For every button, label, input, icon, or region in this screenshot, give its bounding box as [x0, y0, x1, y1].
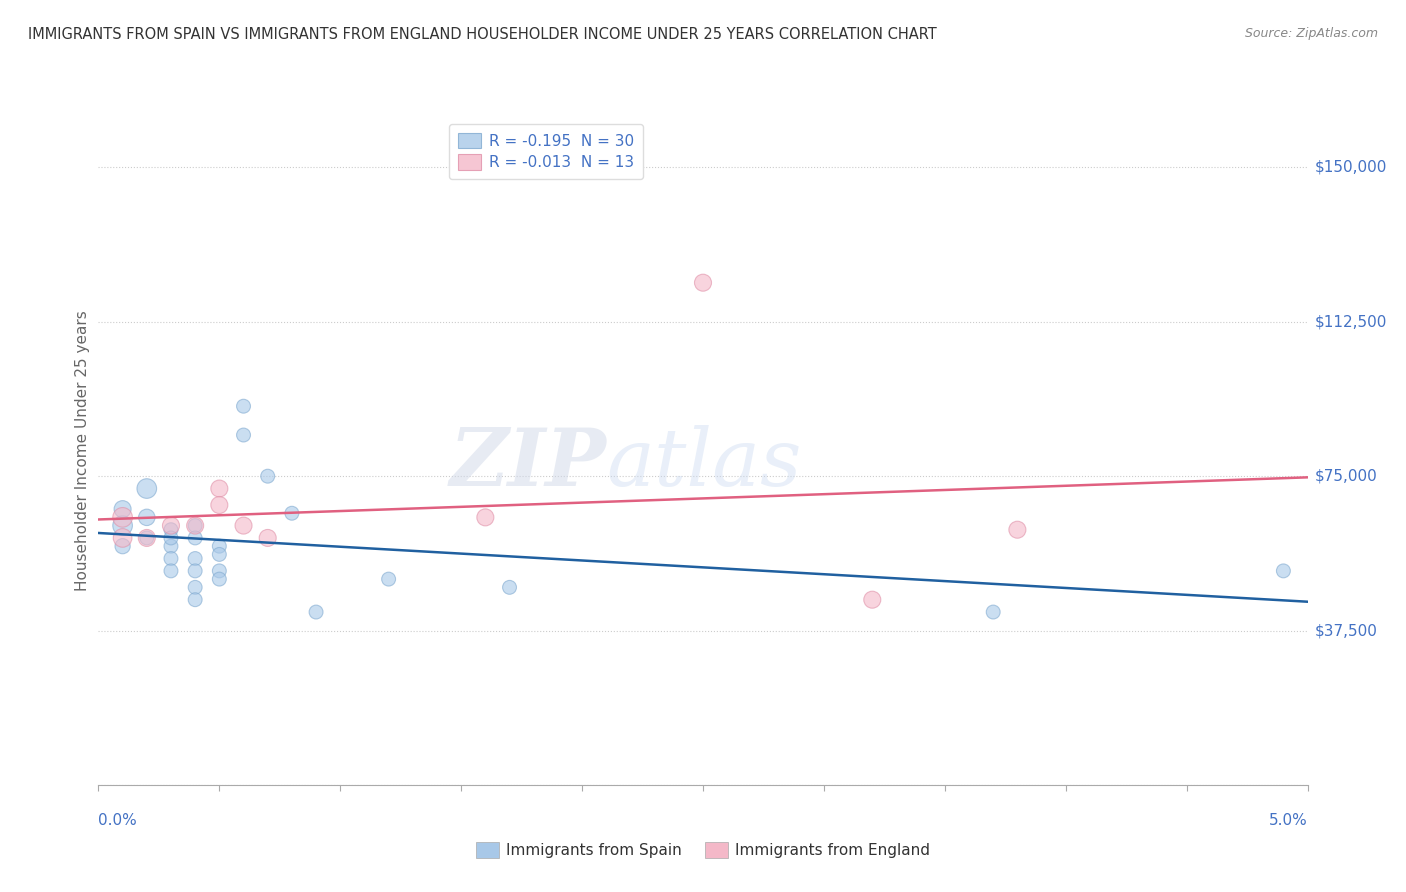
- Point: [256, 469, 278, 483]
- Text: atlas: atlas: [606, 425, 801, 502]
- Point: [232, 428, 254, 442]
- Point: [160, 564, 183, 578]
- Point: [160, 518, 183, 533]
- Text: $37,500: $37,500: [1315, 624, 1378, 638]
- Point: [135, 482, 157, 496]
- Point: [208, 539, 231, 553]
- Point: [474, 510, 496, 524]
- Point: [208, 498, 231, 512]
- Point: [281, 506, 304, 520]
- Point: [232, 518, 254, 533]
- Point: [692, 276, 714, 290]
- Point: [184, 518, 207, 533]
- Point: [232, 399, 254, 413]
- Text: IMMIGRANTS FROM SPAIN VS IMMIGRANTS FROM ENGLAND HOUSEHOLDER INCOME UNDER 25 YEA: IMMIGRANTS FROM SPAIN VS IMMIGRANTS FROM…: [28, 27, 936, 42]
- Point: [135, 531, 157, 545]
- Point: [135, 531, 157, 545]
- Point: [184, 518, 207, 533]
- Point: [184, 551, 207, 566]
- Point: [377, 572, 399, 586]
- Point: [256, 531, 278, 545]
- Point: [160, 551, 183, 566]
- Text: 5.0%: 5.0%: [1268, 814, 1308, 828]
- Point: [111, 539, 134, 553]
- Point: [184, 531, 207, 545]
- Point: [160, 539, 183, 553]
- Point: [184, 592, 207, 607]
- Text: $75,000: $75,000: [1315, 468, 1378, 483]
- Point: [498, 580, 520, 594]
- Point: [1272, 564, 1295, 578]
- Point: [305, 605, 328, 619]
- Legend: Immigrants from Spain, Immigrants from England: Immigrants from Spain, Immigrants from E…: [470, 836, 936, 864]
- Point: [111, 518, 134, 533]
- Text: Source: ZipAtlas.com: Source: ZipAtlas.com: [1244, 27, 1378, 40]
- Text: ZIP: ZIP: [450, 425, 606, 502]
- Point: [160, 523, 183, 537]
- Point: [208, 564, 231, 578]
- Point: [135, 510, 157, 524]
- Point: [184, 564, 207, 578]
- Point: [208, 548, 231, 562]
- Y-axis label: Householder Income Under 25 years: Householder Income Under 25 years: [75, 310, 90, 591]
- Point: [208, 482, 231, 496]
- Point: [208, 572, 231, 586]
- Text: $150,000: $150,000: [1315, 160, 1386, 175]
- Point: [160, 531, 183, 545]
- Point: [1007, 523, 1029, 537]
- Point: [111, 531, 134, 545]
- Point: [184, 580, 207, 594]
- Point: [860, 592, 883, 607]
- Point: [111, 510, 134, 524]
- Point: [111, 502, 134, 516]
- Text: $112,500: $112,500: [1315, 314, 1386, 329]
- Text: 0.0%: 0.0%: [98, 814, 138, 828]
- Point: [981, 605, 1004, 619]
